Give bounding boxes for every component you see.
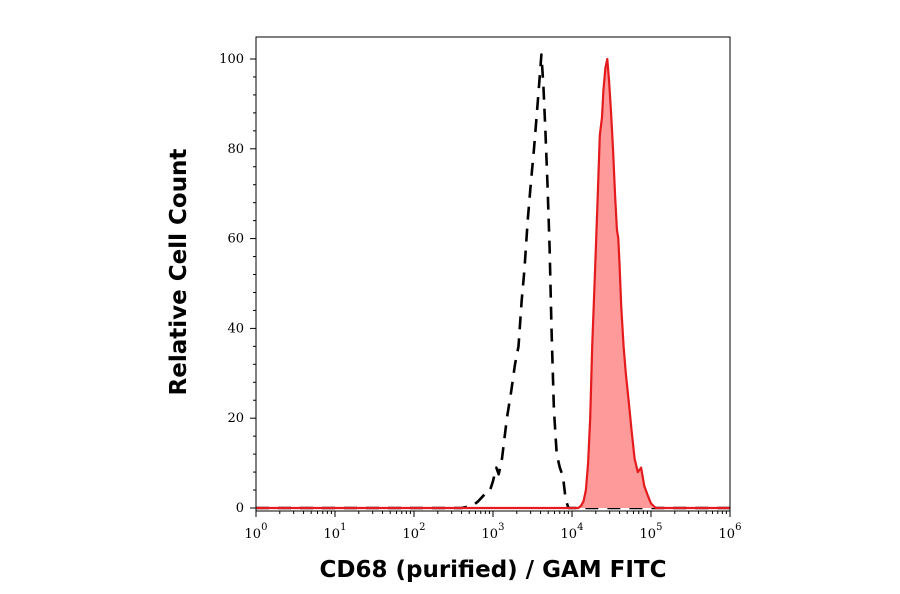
series-2-line [256, 57, 730, 510]
y-tick-label-100: 100 [219, 52, 244, 67]
x-tick-label-5: 105 [640, 522, 663, 542]
axes: 0 20 40 60 80 100 100 101 102 103 104 105 106 [219, 52, 741, 542]
x-tick-label-2: 102 [403, 522, 426, 542]
series-2-fill [256, 59, 730, 508]
x-tick-label-6: 106 [719, 522, 742, 542]
y-tick-label-80: 80 [227, 142, 244, 157]
plot-frame [255, 36, 731, 512]
series-1-line [256, 53, 730, 510]
x-tick-label-4: 104 [561, 522, 584, 542]
plot-area [256, 53, 730, 510]
y-tick-label-60: 60 [227, 232, 244, 247]
x-tick-label-1: 101 [324, 522, 347, 542]
y-tick-label-0: 0 [236, 501, 244, 516]
y-axis-title: Relative Cell Count [166, 149, 192, 396]
x-tick-label-3: 103 [482, 522, 505, 542]
x-axis-title: CD68 (purified) / GAM FITC [319, 557, 666, 583]
x-tick-label-0: 100 [245, 522, 268, 542]
y-tick-label-20: 20 [227, 411, 244, 426]
y-tick-label-40: 40 [227, 321, 244, 336]
